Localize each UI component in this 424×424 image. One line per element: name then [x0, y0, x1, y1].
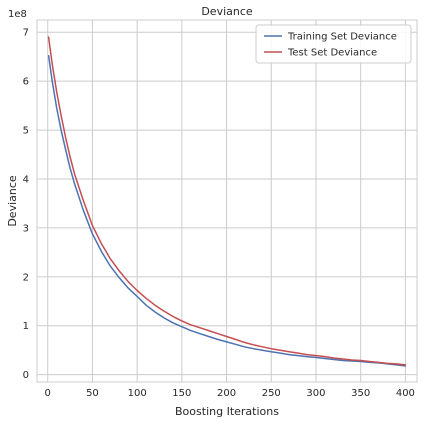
series-line-train [47, 54, 407, 367]
y-tick-labels: 0 1 2 3 4 5 6 7 [23, 28, 29, 381]
y-tick-label: 4 [23, 174, 29, 185]
grid-lines [37, 20, 417, 382]
plot-frame [36, 19, 418, 383]
y-tick-label: 3 [23, 223, 29, 234]
series-line-test [47, 36, 407, 366]
x-tick-label: 100 [128, 388, 147, 399]
x-tick-label: 250 [262, 388, 281, 399]
y-tick-label: 1 [23, 321, 29, 332]
y-tick-label: 7 [23, 28, 29, 39]
x-axis-label: Boosting Iterations [175, 405, 279, 418]
x-tick-label: 200 [217, 388, 236, 399]
x-tick-label: 150 [172, 388, 191, 399]
legend-box [255, 24, 412, 64]
legend: Training Set Deviance Test Set Deviance [255, 24, 412, 64]
x-tick-label: 0 [45, 388, 51, 399]
chart-title: Deviance [201, 5, 253, 18]
x-tick-label: 50 [86, 388, 99, 399]
y-tick-label: 2 [23, 272, 29, 283]
x-tick-labels: 0 50 100 150 200 250 300 350 400 [45, 388, 415, 399]
x-tick-label: 300 [306, 388, 325, 399]
y-tick-label: 5 [23, 126, 29, 137]
x-tick-label: 350 [351, 388, 370, 399]
y-scale-label: 1e8 [8, 9, 27, 20]
y-tick-label: 0 [23, 370, 29, 381]
y-tick-label: 6 [23, 77, 29, 88]
y-axis-label: Deviance [6, 175, 19, 227]
legend-label-train: Training Set Deviance [287, 32, 397, 43]
legend-label-test: Test Set Deviance [287, 48, 377, 59]
x-tick-label: 400 [396, 388, 415, 399]
series-lines [47, 36, 407, 367]
